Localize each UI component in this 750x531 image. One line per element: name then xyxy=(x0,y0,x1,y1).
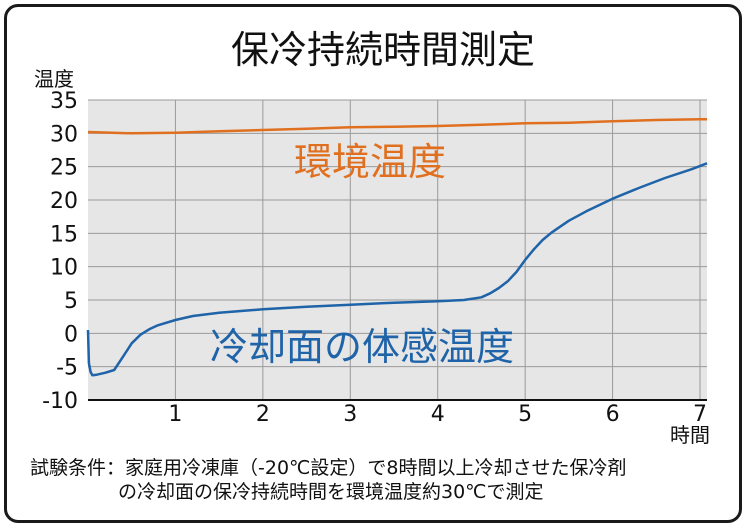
x-tick-label: 1 xyxy=(168,402,182,427)
x-tick-label: 3 xyxy=(343,402,357,427)
test-conditions-line1: 試験条件：家庭用冷凍庫（-20℃設定）で8時間以上冷却させた保冷剤 xyxy=(30,457,626,479)
series-label-ambient: 環境温度 xyxy=(294,140,446,184)
y-axis-label: 温度 xyxy=(34,67,74,91)
plot-area xyxy=(88,100,707,400)
x-tick-label: 5 xyxy=(518,402,532,427)
y-tick-label: -5 xyxy=(56,356,78,381)
y-tick-label: 20 xyxy=(50,189,78,214)
y-tick-label: 35 xyxy=(50,89,78,114)
x-axis-label: 時間 xyxy=(670,423,710,447)
y-tick-label: 25 xyxy=(50,156,78,181)
test-conditions-line2: の冷却面の保冷持続時間を環境温度約30℃で測定 xyxy=(118,481,544,503)
y-tick-label: -10 xyxy=(42,389,78,414)
x-tick-label: 7 xyxy=(693,402,707,427)
ambient-temperature-line xyxy=(87,118,707,135)
y-tick-label: 10 xyxy=(50,256,78,281)
x-tick-label: 4 xyxy=(431,402,445,427)
y-tick-label: 15 xyxy=(50,222,78,247)
x-tick-label: 6 xyxy=(606,402,620,427)
y-tick-label: 0 xyxy=(64,322,78,347)
grid-lines xyxy=(88,99,707,400)
series-lines xyxy=(86,118,708,377)
cooling-surface-temperature-line xyxy=(86,162,708,377)
x-tick-labels: 1 2 3 4 5 6 7 xyxy=(168,402,707,427)
series-label-surface: 冷却面の体感温度 xyxy=(210,325,514,369)
chart-title: 保冷持続時間測定 xyxy=(231,28,535,72)
x-tick-label: 2 xyxy=(256,402,270,427)
y-tick-labels: -10 -5 0 5 10 15 20 25 30 35 xyxy=(42,89,78,414)
y-tick-label: 30 xyxy=(50,122,78,147)
y-tick-label: 5 xyxy=(64,289,78,314)
